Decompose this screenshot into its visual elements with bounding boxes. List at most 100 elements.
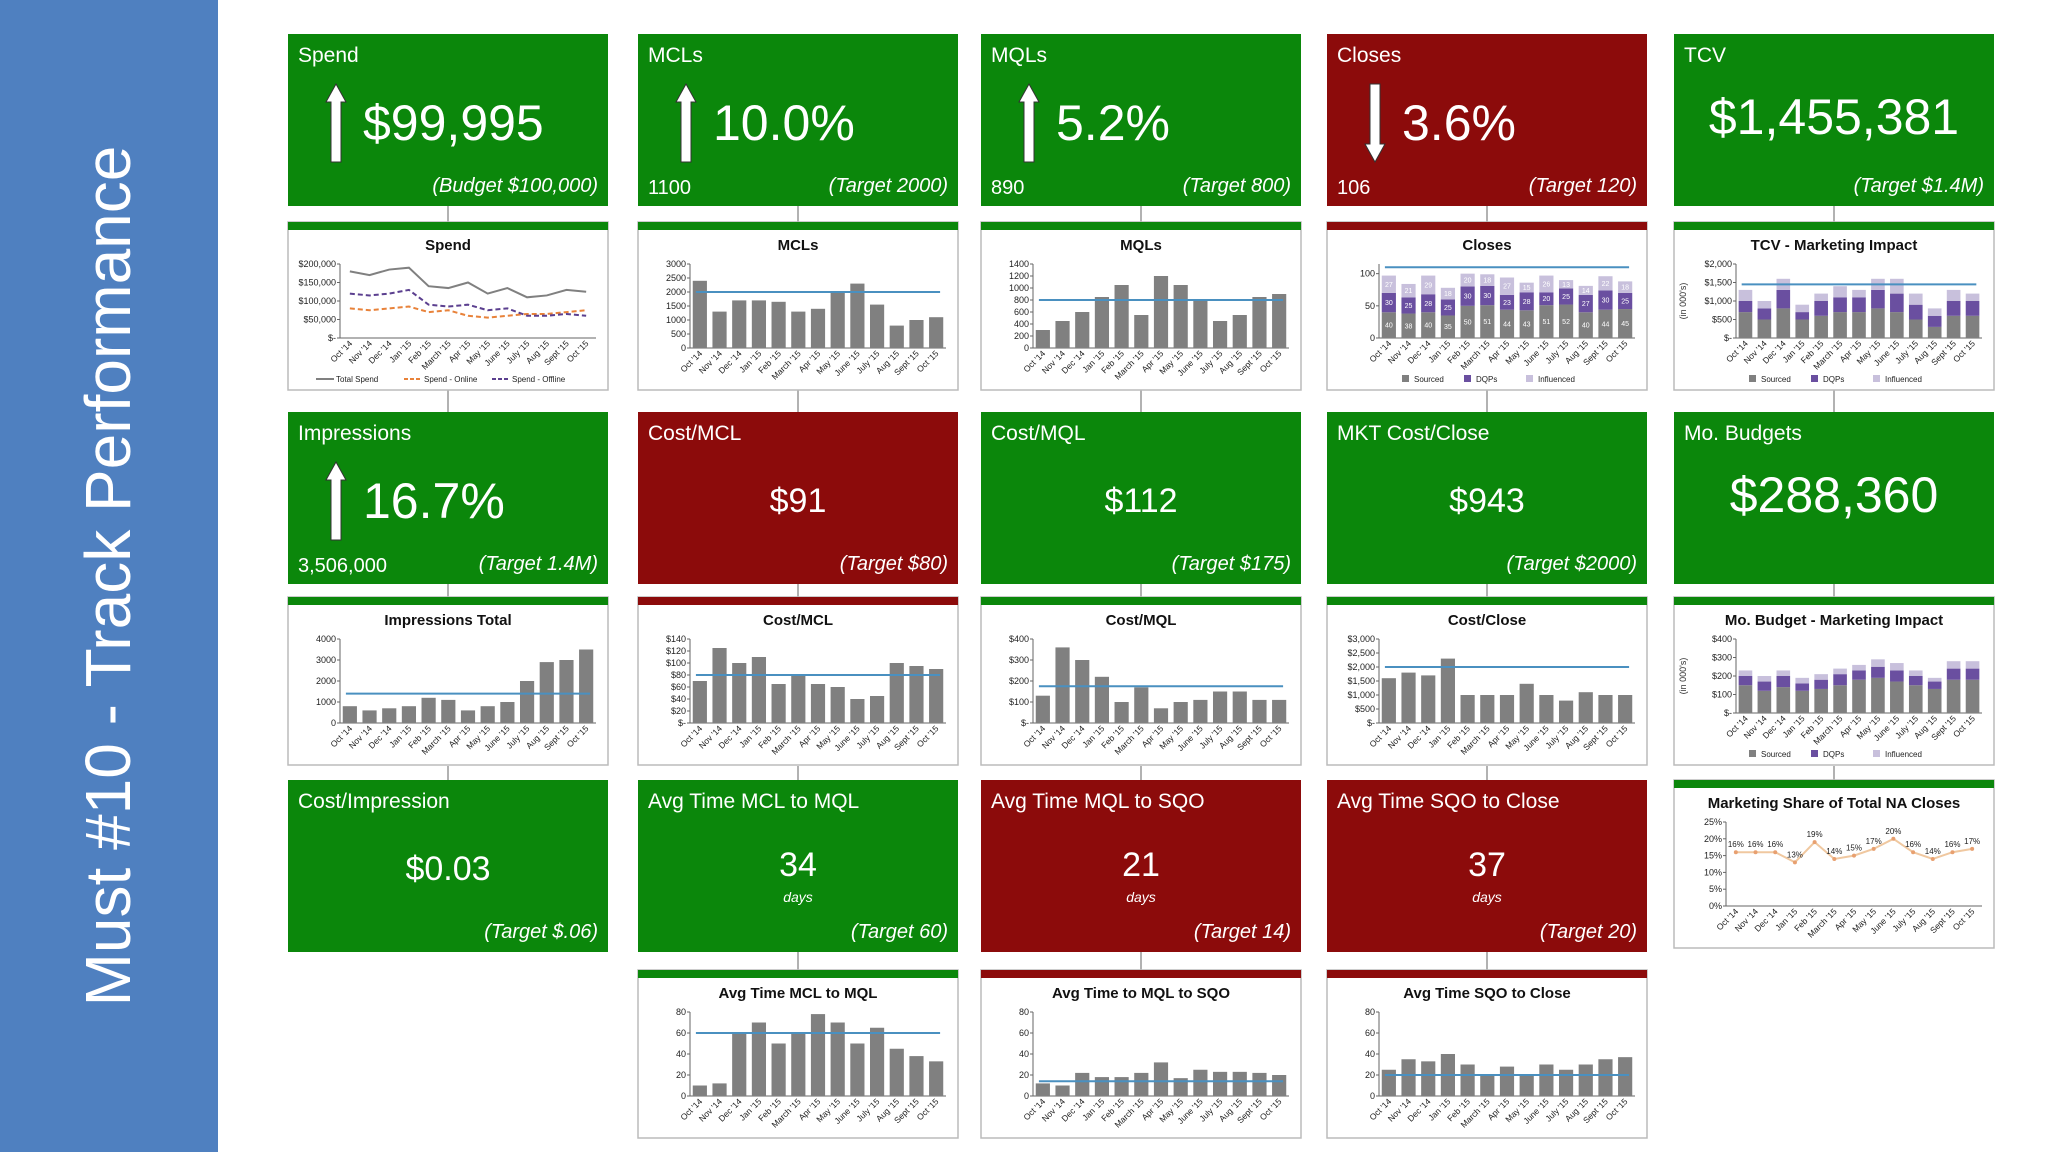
y-tick-label: 0% [1709, 901, 1722, 911]
tile-unit: days [1472, 889, 1502, 905]
sidebar [0, 0, 218, 1152]
bar-segment [1738, 670, 1753, 676]
y-tick-label: $100 [1009, 697, 1029, 707]
kpi-tile: TCV $1,455,381 (Target $1.4M) [1674, 34, 1994, 206]
bar-segment [1776, 670, 1791, 676]
chart-strip [1674, 780, 1994, 788]
bar [1480, 695, 1495, 723]
bar [889, 663, 904, 723]
tile-value: $112 [1104, 482, 1177, 520]
tile-value: 5.2% [1056, 95, 1170, 151]
y-tick-label: 0 [331, 718, 336, 728]
y-tick-label: $80 [671, 670, 686, 680]
tile-label: Cost/MQL [991, 422, 1086, 445]
bar [460, 710, 476, 723]
y-tick-label: 600 [1014, 307, 1029, 317]
bar [1558, 700, 1574, 723]
chart-strip [981, 970, 1301, 978]
line-series [349, 288, 587, 317]
data-label: 30 [1602, 298, 1610, 305]
bar-segment [1908, 319, 1923, 338]
tile-value: $99,995 [363, 95, 544, 151]
bar [1519, 683, 1534, 723]
data-label: 15% [1846, 844, 1862, 853]
tile-target: (Target 120) [1529, 175, 1637, 197]
bar [751, 657, 767, 723]
y-tick-label: $- [1367, 718, 1375, 728]
y-tick-label: 0 [1024, 343, 1029, 353]
y-tick-label: 0 [1370, 1091, 1375, 1101]
bar [1401, 672, 1416, 723]
bar [830, 1022, 845, 1096]
bar-segment [1965, 661, 1980, 669]
bar [712, 648, 727, 723]
bar-segment [1421, 312, 1436, 338]
bar [1134, 1072, 1149, 1096]
tile-value: 37 [1468, 846, 1506, 884]
data-label: 40 [1424, 323, 1432, 330]
bar-segment [1946, 661, 1961, 669]
y-tick-label: 0 [681, 1091, 686, 1101]
y-tick-label: 40 [1019, 1049, 1029, 1059]
tile-target: (Target 14) [1194, 921, 1291, 943]
bar [771, 301, 786, 348]
bar-segment [1519, 292, 1534, 311]
y-tick-label: $1,000 [1347, 690, 1375, 700]
bar-segment [1440, 299, 1456, 316]
kpi-tile: Cost/Impression $0.03 (Target $.06) [288, 780, 608, 952]
data-label: 20 [1464, 278, 1472, 285]
bar [1212, 691, 1228, 723]
bar-segment [1558, 288, 1574, 305]
y-tick-label: $200 [1009, 676, 1029, 686]
y-tick-label: 1000 [666, 315, 686, 325]
chart-box [287, 596, 609, 766]
legend-label: Influenced [1885, 750, 1922, 759]
line-series [349, 305, 587, 319]
chart-title: Closes [1462, 237, 1511, 254]
data-label: 35 [1444, 324, 1452, 331]
data-label: 51 [1483, 319, 1491, 326]
bar [401, 706, 417, 723]
bar-segment [1598, 309, 1613, 338]
legend-label: Spend - Online [424, 375, 478, 384]
bar [342, 706, 357, 723]
y-tick-label: $1,500 [1704, 278, 1732, 288]
data-label: 28 [1523, 299, 1531, 306]
kpi-tile: Cost/MQL $112 (Target $175) [981, 412, 1301, 584]
bar-segment [1738, 301, 1753, 313]
data-label: 16% [1748, 840, 1764, 849]
bar [1232, 691, 1247, 723]
bar [1421, 675, 1436, 723]
bar [1153, 708, 1169, 723]
chart-box [980, 969, 1302, 1139]
bar-segment [1946, 668, 1961, 680]
data-label: 30 [1464, 294, 1472, 301]
chart-title: Impressions Total [384, 612, 511, 629]
tile-label: MKT Cost/Close [1337, 422, 1490, 445]
bar [751, 1022, 767, 1096]
bar [1578, 1064, 1593, 1096]
bar-segment [1499, 309, 1515, 338]
bar-segment [1440, 315, 1456, 338]
bar-segment [1833, 685, 1847, 713]
trend-arrow [325, 82, 347, 163]
y-tick-label: $500 [1355, 704, 1375, 714]
bar-segment [1558, 280, 1574, 289]
bar-segment [1401, 297, 1416, 314]
chart-title: Avg Time MCL to MQL [719, 985, 878, 1002]
y-tick-label: 1400 [1009, 259, 1029, 269]
tile-background [638, 412, 958, 584]
legend-label: Influenced [1885, 375, 1922, 384]
chart-box [1326, 969, 1648, 1139]
y-tick-label: 500 [671, 329, 686, 339]
bar [1075, 312, 1090, 348]
bar-segment [1871, 677, 1885, 713]
bar [480, 706, 495, 723]
bar-segment [1908, 304, 1923, 320]
bar-segment [1480, 274, 1495, 286]
bar-segment [1519, 282, 1534, 293]
kpi-tile: Avg Time MQL to SQO 21 days (Target 14) [981, 780, 1301, 952]
bar [810, 1014, 826, 1096]
bar-segment [1499, 294, 1515, 310]
